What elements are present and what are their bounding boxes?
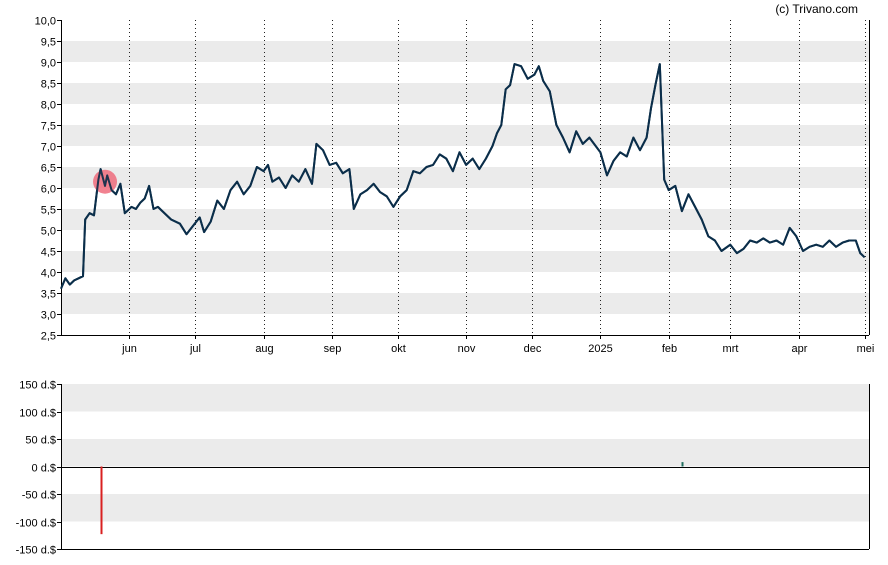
- month-grid-lines: [129, 20, 866, 335]
- month-x-ticks: jun jul aug sep okt nov dec 2025 feb mrt apr mei: [121, 335, 874, 355]
- y-tick-label-5-0: 5,0: [41, 226, 56, 238]
- y-tick-label-3-5: 3,5: [41, 289, 56, 301]
- volume-grid-band: [61, 384, 869, 412]
- y-tick-label-9-0: 9,0: [41, 58, 56, 70]
- y-tick-label-10-0: 10,0: [35, 16, 56, 28]
- volume-grid-bands: [61, 384, 869, 522]
- x-tick-label-mrt: mrt: [723, 343, 739, 355]
- price-grid-band: [61, 251, 869, 272]
- price-grid-band: [61, 125, 869, 146]
- price-grid-band: [61, 41, 869, 62]
- x-tick-label-sep: sep: [324, 343, 342, 355]
- price-chart: 10,0 9,5 9,0 8,5 8,0 7,5 7,0 6,5 6,0 5,5 5,0 4,5 4,0…: [35, 16, 875, 356]
- price-grid-band: [61, 209, 869, 230]
- volume-grid-band: [61, 494, 869, 522]
- price-grid-band: [61, 83, 869, 104]
- volume-bars: [100, 462, 684, 535]
- x-tick-label-jul: jul: [189, 343, 201, 355]
- x-tick-label-2025: 2025: [588, 343, 612, 355]
- y-tick-label-8-5: 8,5: [41, 79, 56, 91]
- x-tick-label-okt: okt: [391, 343, 406, 355]
- volume-chart: 150 d.$ 100 d.$ 50 d.$ 0 d.$ -50 d.$ -100 d.$…: [16, 380, 870, 557]
- y-tick-label-6-0: 6,0: [41, 184, 56, 196]
- price-grid-bands: [61, 41, 869, 314]
- volume-axes: [61, 384, 870, 550]
- volume-grid-band: [61, 439, 869, 467]
- price-line-overlay: [60, 63, 866, 290]
- y-tick-label-7-0: 7,0: [41, 142, 56, 154]
- price-y-ticks: 10,0 9,5 9,0 8,5 8,0 7,5 7,0 6,5 6,0 5,5 5,0 4,5 4,0…: [35, 16, 61, 343]
- price-grid-band: [61, 293, 869, 314]
- volume-y-tick-label-150-d: -150 d.$: [16, 545, 56, 557]
- price-markers: [60, 63, 866, 290]
- price-grid-band: [61, 167, 869, 188]
- y-tick-label-4-5: 4,5: [41, 247, 56, 259]
- y-tick-label-9-5: 9,5: [41, 37, 56, 49]
- volume-y-tick-label-50-d: 50 d.$: [25, 435, 56, 447]
- y-tick-label-8-0: 8,0: [41, 100, 56, 112]
- x-tick-label-jun: jun: [121, 343, 137, 355]
- volume-y-tick-label-150-d: 150 d.$: [19, 380, 56, 392]
- volume-y-tick-label-100-d: 100 d.$: [19, 408, 56, 420]
- x-tick-label-feb: feb: [662, 343, 677, 355]
- y-tick-label-3-0: 3,0: [41, 310, 56, 322]
- volume-y-tick-label-0-d: 0 d.$: [32, 463, 56, 475]
- y-tick-label-6-5: 6,5: [41, 163, 56, 175]
- credit-text: (c) Trivano.com: [775, 2, 858, 16]
- volume-y-tick-label-50-d: -50 d.$: [22, 490, 56, 502]
- volume-y-ticks: 150 d.$ 100 d.$ 50 d.$ 0 d.$ -50 d.$ -100 d.$…: [16, 380, 61, 557]
- volume-y-tick-label-100-d: -100 d.$: [16, 518, 56, 530]
- y-tick-label-4-0: 4,0: [41, 268, 56, 280]
- x-tick-label-apr: apr: [792, 343, 808, 355]
- y-tick-label-2-5: 2,5: [41, 331, 56, 343]
- x-tick-label-nov: nov: [458, 343, 476, 355]
- y-tick-label-7-5: 7,5: [41, 121, 56, 133]
- x-tick-label-mei: mei: [857, 343, 875, 355]
- y-tick-label-5-5: 5,5: [41, 205, 56, 217]
- x-tick-label-aug: aug: [255, 343, 273, 355]
- x-tick-label-dec: dec: [524, 343, 542, 355]
